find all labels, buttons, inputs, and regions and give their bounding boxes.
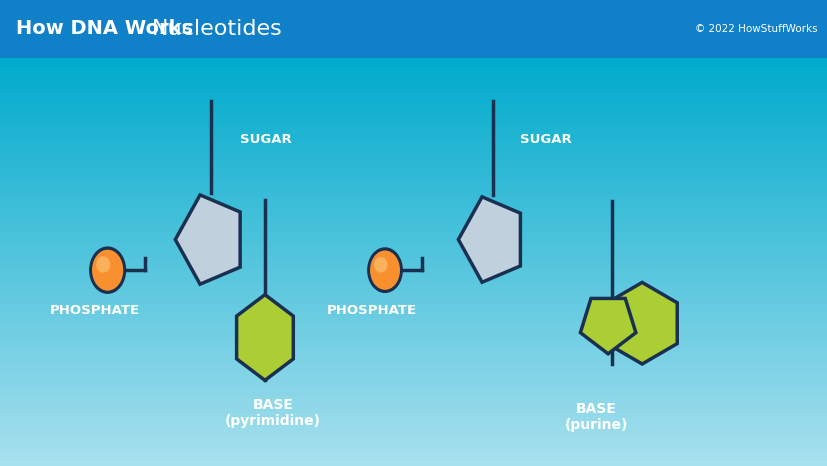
Text: BASE
(pyrimidine): BASE (pyrimidine) xyxy=(225,398,321,428)
Text: © 2022 HowStuffWorks: © 2022 HowStuffWorks xyxy=(695,24,817,34)
Polygon shape xyxy=(580,298,635,354)
Polygon shape xyxy=(606,282,676,364)
Text: SUGAR: SUGAR xyxy=(519,133,571,146)
Ellipse shape xyxy=(374,257,387,273)
Text: Nucleotides: Nucleotides xyxy=(152,19,282,39)
Ellipse shape xyxy=(368,249,401,291)
Ellipse shape xyxy=(370,251,399,290)
Polygon shape xyxy=(175,195,240,284)
Text: PHOSPHATE: PHOSPHATE xyxy=(327,304,417,317)
Polygon shape xyxy=(458,197,519,282)
Ellipse shape xyxy=(91,248,124,292)
Text: SUGAR: SUGAR xyxy=(240,133,291,146)
Text: BASE
(purine): BASE (purine) xyxy=(564,402,627,432)
Ellipse shape xyxy=(96,256,110,273)
Ellipse shape xyxy=(92,250,123,291)
Text: PHOSPHATE: PHOSPHATE xyxy=(50,304,140,317)
Text: How DNA Works: How DNA Works xyxy=(16,20,193,39)
Polygon shape xyxy=(237,295,293,380)
